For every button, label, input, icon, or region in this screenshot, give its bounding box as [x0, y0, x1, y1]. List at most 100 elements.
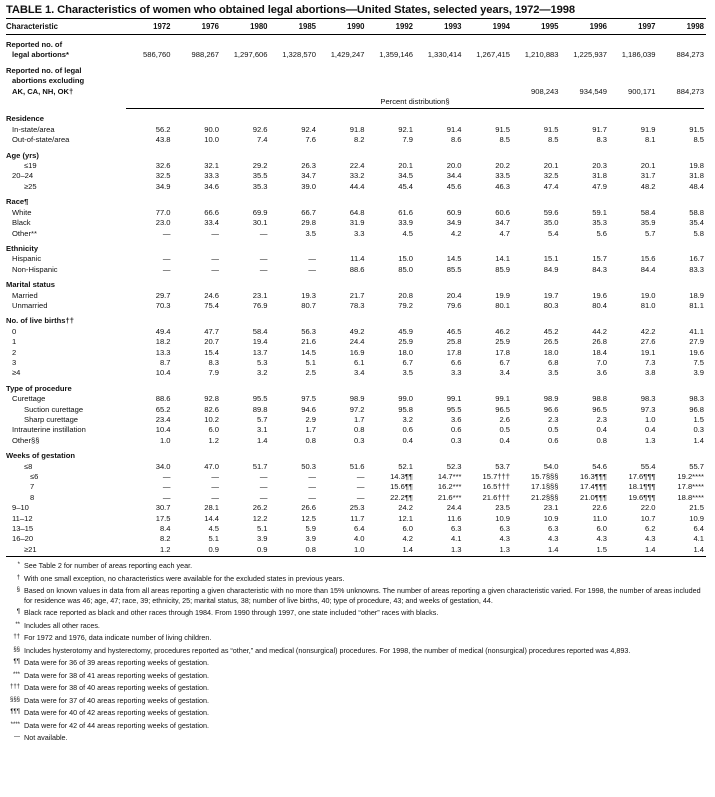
cell-value [173, 379, 222, 394]
cell-value: 31.8 [689, 171, 704, 181]
cell-value [221, 192, 270, 207]
cell-value: 21.6 [301, 337, 316, 347]
table-row: Hispanic — — — — 11.4 15.0 14.5 14.1 15.1 15.7 15.6… [6, 254, 706, 264]
cell-value: 15.1 [543, 254, 559, 264]
cell-value: 50.3 [301, 461, 316, 471]
cell-value [609, 311, 658, 326]
cell-value: 12.5 [301, 513, 316, 523]
cell-value: 6.0 [596, 524, 607, 534]
cell-value [270, 239, 319, 254]
cell-value: 20.2 [495, 161, 510, 171]
cell-value [221, 109, 270, 124]
row-label: Unmarried [12, 300, 48, 310]
cell-value: 4.1 [450, 534, 462, 544]
cell-value: 1.3 [463, 544, 512, 558]
cell-value: 33.2 [349, 171, 365, 181]
cell-value: 8.5 [547, 135, 559, 145]
cell-value: 54.6 [592, 461, 607, 471]
cell-value: 11.7 [350, 513, 365, 523]
footnote: ¶¶¶ Data were for 40 of 42 areas reportin… [6, 708, 706, 718]
cell-value: 45.2 [543, 326, 559, 336]
column-header-year: 1992 [366, 18, 415, 35]
cell-value [609, 146, 658, 161]
cell-value [124, 146, 173, 161]
cell-value: 7.3 [644, 357, 656, 367]
table-row: 1 18.2 20.7 19.4 21.6 24.4 25.9 25.8 25.9 26.5 26.… [6, 337, 706, 347]
cell-value: 81.1 [689, 300, 704, 310]
column-header-year: 1996 [560, 18, 609, 35]
cell-value: 15.4 [204, 347, 219, 357]
column-header-year: 1985 [269, 18, 318, 35]
footnote-mark: †† [13, 634, 20, 641]
footnote: § Based on known values in data from all … [6, 586, 706, 605]
cell-value [221, 35, 270, 51]
cell-value: 52.3 [446, 461, 462, 471]
cell-value [561, 379, 610, 394]
cell-value: 34.7 [495, 218, 510, 228]
cell-value [561, 446, 610, 461]
cell-value [221, 379, 270, 394]
cell-value [367, 87, 416, 97]
cell-value: 49.2 [349, 326, 365, 336]
cell-value: 0.6 [547, 435, 559, 445]
cell-value: 24.4 [446, 503, 462, 513]
cell-value: 23.4 [155, 415, 171, 424]
cell-value [512, 239, 561, 254]
cell-value: 58.8 [689, 207, 704, 217]
cell-value [415, 239, 464, 254]
row-label: 8 [30, 492, 35, 502]
cell-value: 49.4 [155, 326, 171, 336]
cell-value [270, 87, 319, 97]
cell-value: 16.3¶¶¶ [579, 472, 607, 482]
cell-value: 0.3 [450, 435, 462, 445]
cell-value: 60.6 [495, 207, 510, 217]
cell-value: 4.0 [353, 534, 365, 544]
cell-value: — [356, 472, 365, 482]
cell-value [173, 239, 222, 254]
table-row: Non-Hispanic — — — — 88.6 85.0 85.5 85.9 84.9 84.3… [6, 265, 706, 275]
cell-value [367, 76, 416, 86]
cell-value: 0.3 [353, 435, 365, 445]
footnote-mark: §§ [13, 646, 20, 653]
cell-value: 15.7††† [482, 472, 510, 482]
cell-value: 85.5 [446, 264, 462, 274]
cell-value: 6.4 [353, 524, 365, 534]
cell-value [367, 446, 416, 461]
cell-value: 15.6¶¶ [390, 482, 413, 492]
percent-distribution-label: Percent distribution§ [126, 97, 704, 110]
cell-value: 6.3 [547, 524, 559, 534]
row-label: ≥21 [6, 544, 124, 558]
cell-value: 1.2 [208, 435, 219, 445]
table-row: 8 — — — — — 22.2¶¶ 21.6*** 21.6††† 21.2§§§ 21.0¶¶¶… [6, 493, 706, 503]
table-row: 3 8.7 8.3 5.3 5.1 6.1 6.7 6.6 6.7 6.8 7.0 7.3 7.5 [6, 358, 706, 368]
table-row: ≥4 10.4 7.9 3.2 2.5 3.4 3.5 3.3 3.4 3.5 3.6 3.8 3.9 [6, 368, 706, 378]
cell-value [464, 61, 513, 76]
cell-value [658, 146, 707, 161]
cell-value: 10.4 [155, 425, 171, 435]
cell-value: 6.7 [402, 357, 413, 367]
cell-value: 0.4 [644, 425, 656, 435]
cell-value [124, 192, 173, 207]
footnote: §§§ Data were for 37 of 40 areas reportin… [6, 696, 706, 706]
cell-value: 19.9 [495, 290, 510, 300]
cell-value [367, 192, 416, 207]
cell-value: 97.5 [301, 394, 316, 404]
cell-value: 18.8**** [677, 492, 704, 502]
cell-value: 3.9 [305, 534, 316, 544]
cell-value [464, 446, 513, 461]
cell-value: 4.2 [450, 228, 462, 238]
cell-value: — [308, 482, 316, 492]
cell-value [221, 76, 270, 86]
cell-value: 4.3 [499, 534, 510, 544]
cell-value [658, 35, 707, 51]
cell-value: 14.5 [446, 254, 462, 264]
cell-value: — [259, 254, 268, 264]
section-header-row: No. of live births†† [6, 311, 706, 326]
cell-value: 2.3 [596, 415, 607, 424]
cell-value: 4.5 [402, 228, 413, 238]
cell-value: 2.6 [499, 415, 510, 424]
cell-value: 59.1 [592, 207, 607, 217]
row-label: Race¶ [6, 197, 29, 207]
column-header-year: 1972 [124, 18, 173, 35]
cell-value [464, 239, 513, 254]
